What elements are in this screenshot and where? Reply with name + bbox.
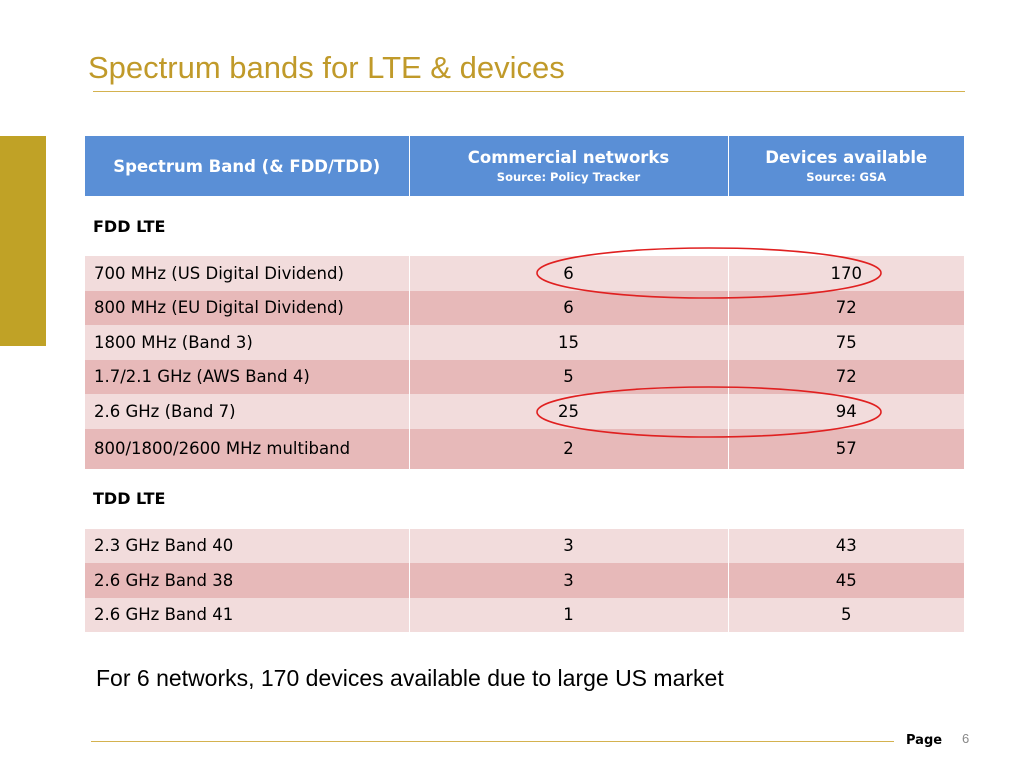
header-devices-available: Devices available Source: GSA	[727, 136, 964, 196]
devices-cell: 43	[727, 528, 964, 563]
header-commercial-networks: Commercial networks Source: Policy Track…	[408, 136, 728, 196]
band-cell: 1.7/2.1 GHz (AWS Band 4)	[85, 359, 409, 394]
band-cell: 2.6 GHz Band 38	[85, 563, 409, 598]
band-cell: 2.6 GHz Band 41	[85, 597, 409, 632]
band-cell: 1800 MHz (Band 3)	[85, 325, 409, 360]
page-label: Page	[906, 733, 943, 748]
section-label: TDD LTE	[85, 468, 964, 529]
networks-cell: 25	[408, 394, 728, 429]
networks-cell: 15	[408, 325, 728, 360]
devices-cell: 72	[727, 290, 964, 325]
band-cell: 800/1800/2600 MHz multiband	[85, 428, 409, 469]
table-row: 700 MHz (US Digital Dividend) 6 170	[85, 256, 964, 291]
table-row: 2.6 GHz Band 41 1 5	[85, 597, 964, 632]
band-cell: 800 MHz (EU Digital Dividend)	[85, 290, 409, 325]
networks-cell: 5	[408, 359, 728, 394]
header-spectrum-band: Spectrum Band (& FDD/TDD)	[85, 136, 409, 196]
networks-cell: 1	[408, 597, 728, 632]
table-row: 1.7/2.1 GHz (AWS Band 4) 5 72	[85, 359, 964, 394]
table-row: 2.3 GHz Band 40 3 43	[85, 528, 964, 563]
devices-cell: 5	[727, 597, 964, 632]
header-source: Source: Policy Tracker	[496, 170, 641, 184]
section-row-tdd: TDD LTE	[85, 468, 964, 529]
spectrum-table: Spectrum Band (& FDD/TDD) Commercial net…	[85, 136, 964, 632]
footnote-text: For 6 networks, 170 devices available du…	[96, 665, 724, 691]
header-label: Devices available	[765, 148, 928, 167]
devices-cell: 45	[727, 563, 964, 598]
devices-cell: 75	[727, 325, 964, 360]
slide-title: Spectrum bands for LTE & devices	[88, 50, 565, 85]
networks-cell: 3	[408, 528, 728, 563]
devices-cell: 94	[727, 394, 964, 429]
networks-cell: 3	[408, 563, 728, 598]
table-row: 800 MHz (EU Digital Dividend) 6 72	[85, 290, 964, 325]
devices-cell: 170	[727, 256, 964, 291]
section-row-fdd: FDD LTE	[85, 196, 964, 256]
title-divider	[93, 91, 965, 92]
section-label: FDD LTE	[85, 196, 964, 256]
devices-cell: 72	[727, 359, 964, 394]
table-row: 800/1800/2600 MHz multiband 2 57	[85, 428, 964, 469]
footer-divider	[91, 741, 894, 742]
header-label: Commercial networks	[467, 148, 670, 167]
networks-cell: 6	[408, 290, 728, 325]
header-source: Source: GSA	[806, 170, 887, 184]
band-cell: 2.6 GHz (Band 7)	[85, 394, 409, 429]
table-row: 2.6 GHz (Band 7) 25 94	[85, 394, 964, 429]
band-cell: 700 MHz (US Digital Dividend)	[85, 256, 409, 291]
table-row: 1800 MHz (Band 3) 15 75	[85, 325, 964, 360]
header-label: Spectrum Band (& FDD/TDD)	[113, 156, 381, 176]
page-number: 6	[962, 731, 970, 746]
devices-cell: 57	[727, 428, 964, 469]
networks-cell: 2	[408, 428, 728, 469]
accent-bar	[0, 136, 46, 346]
band-cell: 2.3 GHz Band 40	[85, 528, 409, 563]
table-header-row: Spectrum Band (& FDD/TDD) Commercial net…	[85, 136, 964, 196]
networks-cell: 6	[408, 256, 728, 291]
table-row: 2.6 GHz Band 38 3 45	[85, 563, 964, 598]
